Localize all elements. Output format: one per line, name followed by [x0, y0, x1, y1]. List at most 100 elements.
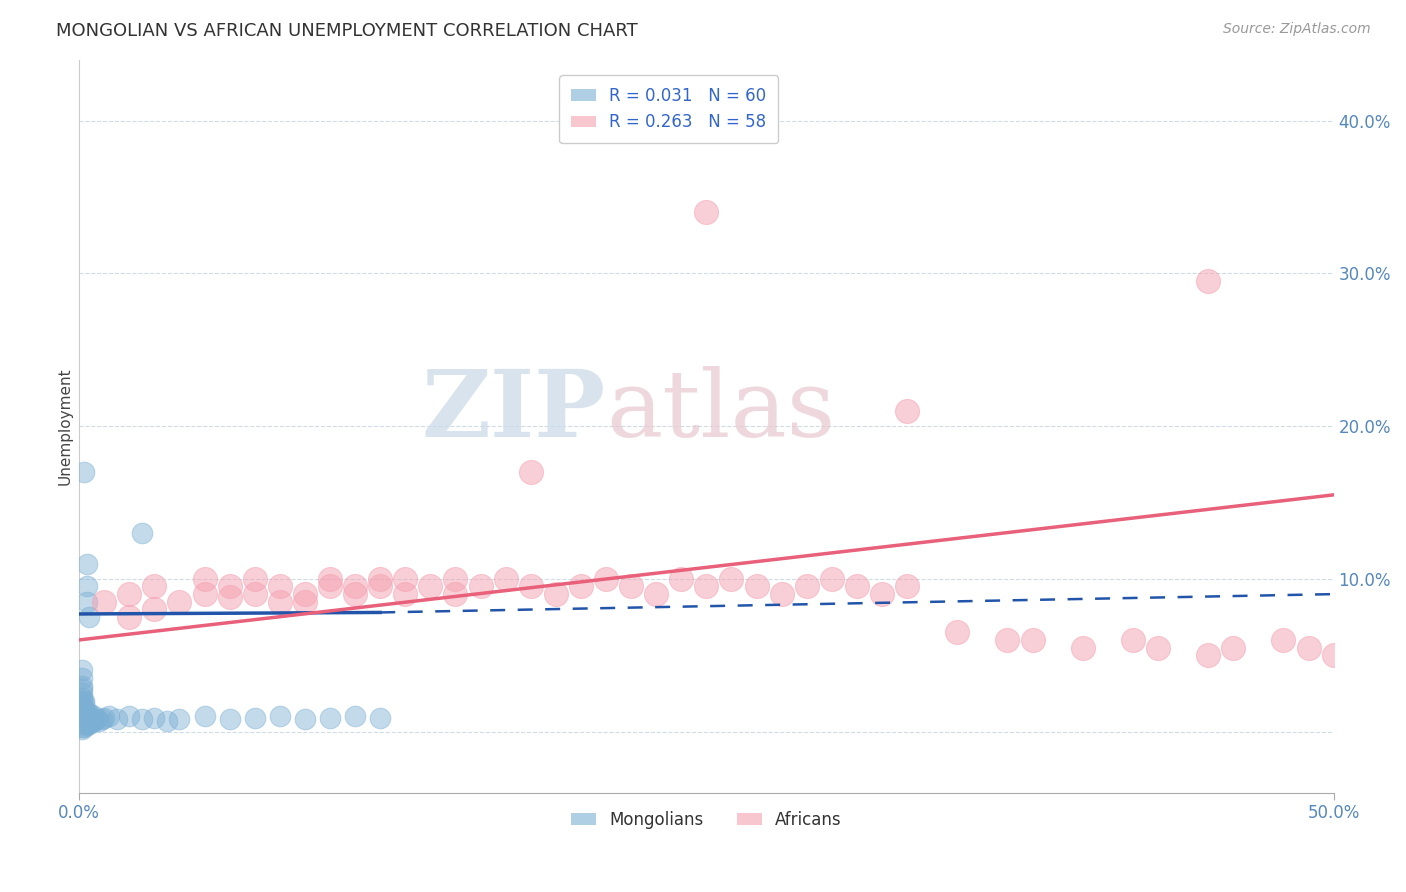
Text: Source: ZipAtlas.com: Source: ZipAtlas.com — [1223, 22, 1371, 37]
Point — [896, 404, 918, 418]
Legend: Mongolians, Africans: Mongolians, Africans — [564, 805, 848, 836]
Point — [1222, 640, 1244, 655]
Point — [620, 579, 643, 593]
Point — [73, 694, 96, 708]
Point — [76, 718, 98, 732]
Point — [319, 711, 342, 725]
Point — [73, 706, 96, 721]
Point — [194, 572, 217, 586]
Point — [70, 664, 93, 678]
Point — [90, 712, 112, 726]
Point — [118, 709, 141, 723]
Point — [194, 709, 217, 723]
Point — [1071, 640, 1094, 655]
Point — [73, 715, 96, 730]
Point — [344, 579, 367, 593]
Point — [419, 579, 441, 593]
Point — [671, 572, 693, 586]
Point — [70, 698, 93, 713]
Point — [294, 587, 316, 601]
Point — [821, 572, 844, 586]
Point — [70, 706, 93, 721]
Point — [695, 579, 717, 593]
Point — [368, 711, 391, 725]
Point — [470, 579, 492, 593]
Point — [169, 712, 191, 726]
Point — [83, 709, 105, 723]
Point — [1197, 648, 1219, 663]
Point — [695, 205, 717, 219]
Point — [86, 712, 108, 726]
Point — [745, 579, 768, 593]
Point — [73, 465, 96, 479]
Point — [131, 526, 153, 541]
Point — [70, 722, 93, 736]
Point — [70, 690, 93, 705]
Point — [946, 625, 969, 640]
Point — [495, 572, 517, 586]
Point — [444, 587, 467, 601]
Point — [294, 595, 316, 609]
Point — [98, 709, 121, 723]
Point — [76, 714, 98, 728]
Point — [243, 711, 266, 725]
Y-axis label: Unemployment: Unemployment — [58, 368, 72, 485]
Point — [131, 712, 153, 726]
Point — [143, 579, 166, 593]
Point — [218, 579, 240, 593]
Point — [77, 706, 100, 721]
Point — [73, 720, 96, 734]
Point — [394, 587, 416, 601]
Point — [1147, 640, 1170, 655]
Point — [93, 595, 115, 609]
Point — [89, 714, 111, 728]
Point — [76, 709, 98, 723]
Point — [73, 701, 96, 715]
Point — [70, 686, 93, 700]
Point — [80, 715, 103, 730]
Point — [519, 465, 541, 479]
Point — [70, 720, 93, 734]
Point — [319, 579, 342, 593]
Point — [156, 714, 179, 728]
Point — [1021, 632, 1043, 647]
Point — [368, 579, 391, 593]
Point — [169, 595, 191, 609]
Point — [294, 712, 316, 726]
Point — [76, 705, 98, 719]
Point — [394, 572, 416, 586]
Point — [319, 572, 342, 586]
Point — [243, 587, 266, 601]
Point — [997, 632, 1019, 647]
Point — [70, 681, 93, 696]
Point — [77, 717, 100, 731]
Point — [1298, 640, 1320, 655]
Text: ZIP: ZIP — [422, 367, 606, 457]
Point — [70, 694, 93, 708]
Point — [870, 587, 893, 601]
Point — [569, 579, 592, 593]
Point — [544, 587, 567, 601]
Point — [93, 711, 115, 725]
Point — [1122, 632, 1144, 647]
Point — [70, 714, 93, 728]
Point — [76, 595, 98, 609]
Point — [269, 579, 291, 593]
Point — [73, 697, 96, 711]
Point — [444, 572, 467, 586]
Point — [194, 587, 217, 601]
Point — [243, 572, 266, 586]
Point — [344, 709, 367, 723]
Point — [77, 712, 100, 726]
Point — [645, 587, 668, 601]
Point — [83, 714, 105, 728]
Point — [143, 602, 166, 616]
Point — [269, 595, 291, 609]
Point — [70, 712, 93, 726]
Point — [845, 579, 868, 593]
Point — [80, 711, 103, 725]
Point — [896, 579, 918, 593]
Point — [77, 610, 100, 624]
Point — [269, 709, 291, 723]
Point — [368, 572, 391, 586]
